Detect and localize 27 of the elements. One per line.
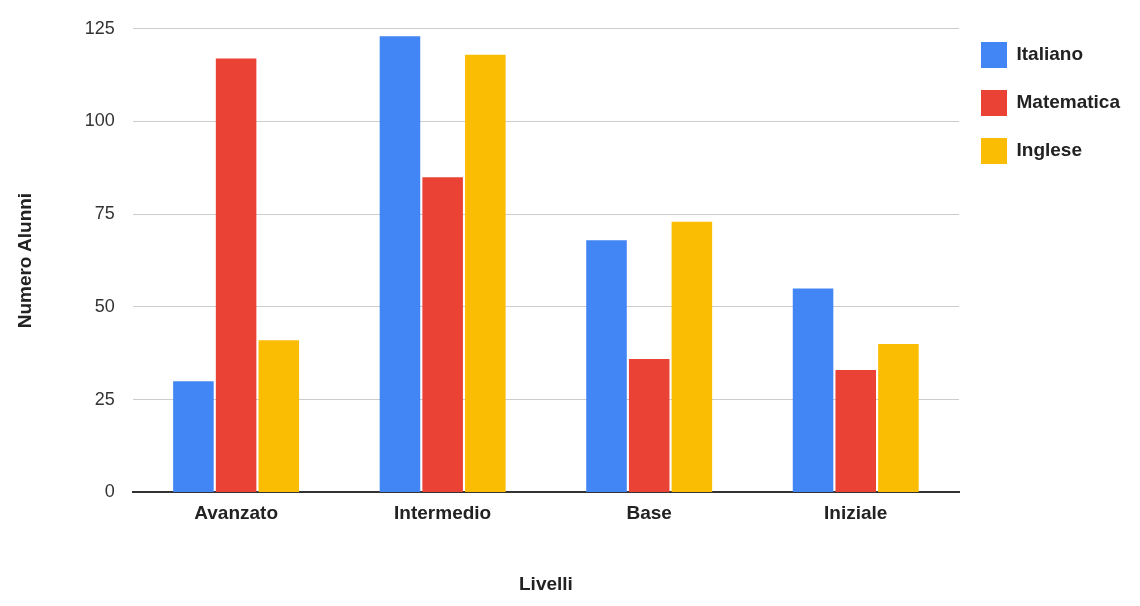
bar (465, 54, 506, 492)
bar (671, 221, 713, 492)
y-tick-label: 100 (84, 110, 115, 131)
y-axis-title: Numero Alunni (13, 192, 35, 329)
x-tick-label: Iniziale (824, 502, 888, 524)
legend-label: Matematica (1016, 91, 1121, 113)
y-tick-label: 25 (94, 388, 115, 409)
y-tick-label: 0 (104, 481, 115, 502)
x-tick-label: Avanzato (194, 502, 278, 524)
bar (173, 381, 214, 492)
x-tick-label: Base (626, 502, 672, 524)
bar (628, 358, 670, 492)
y-tick-label: 125 (84, 17, 115, 38)
x-tick-label: Intermedio (394, 502, 492, 524)
y-tick-label: 75 (94, 203, 115, 224)
bar (792, 288, 834, 492)
bar (878, 344, 919, 492)
x-axis-title: Livelli (518, 572, 573, 594)
bar (215, 58, 257, 492)
bar (379, 36, 421, 492)
bar (835, 370, 877, 492)
bar (258, 340, 300, 492)
y-tick-label: 50 (94, 295, 115, 316)
legend-label: Italiano (1016, 43, 1084, 65)
bar (422, 177, 463, 492)
bar (586, 240, 627, 492)
legend-label: Inglese (1016, 139, 1082, 161)
